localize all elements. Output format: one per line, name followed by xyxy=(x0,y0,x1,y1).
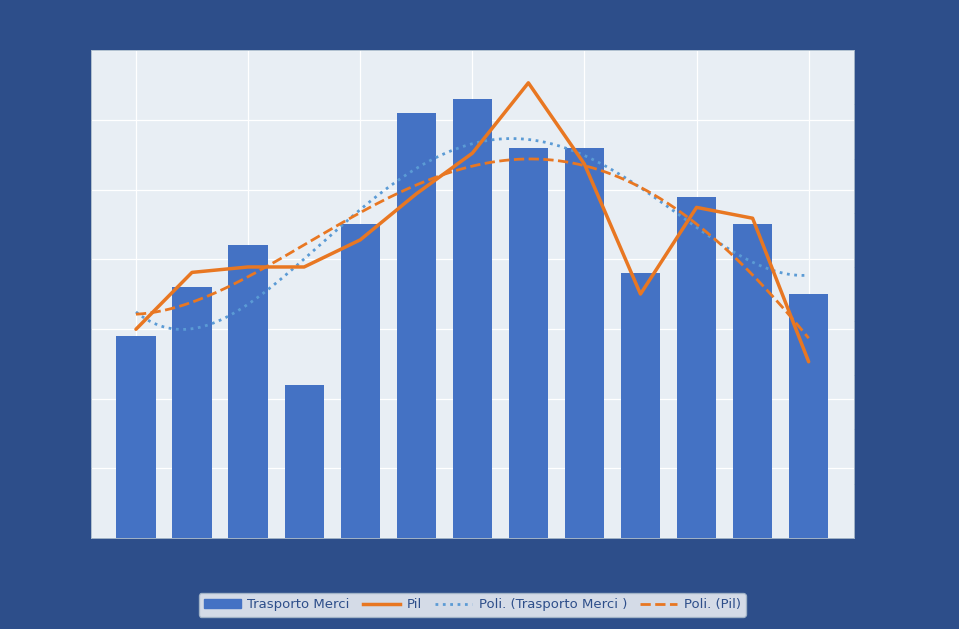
Bar xyxy=(733,225,772,629)
Bar xyxy=(453,99,492,629)
Bar xyxy=(340,225,380,629)
Bar xyxy=(789,294,829,629)
Bar xyxy=(677,197,716,629)
Y-axis label: mld t/km: mld t/km xyxy=(35,263,48,325)
Bar xyxy=(620,273,660,629)
Bar xyxy=(116,336,155,629)
Bar xyxy=(565,148,604,629)
Y-axis label: mld di €: mld di € xyxy=(904,266,919,322)
Text: * stima: * stima xyxy=(38,603,86,616)
Bar xyxy=(173,287,212,629)
Bar xyxy=(508,148,548,629)
Bar xyxy=(285,384,324,629)
Bar xyxy=(397,113,436,629)
Legend: Trasporto Merci, Pil, Poli. (Trasporto Merci ), Poli. (Pil): Trasporto Merci, Pil, Poli. (Trasporto M… xyxy=(199,593,746,616)
Bar xyxy=(228,245,268,629)
